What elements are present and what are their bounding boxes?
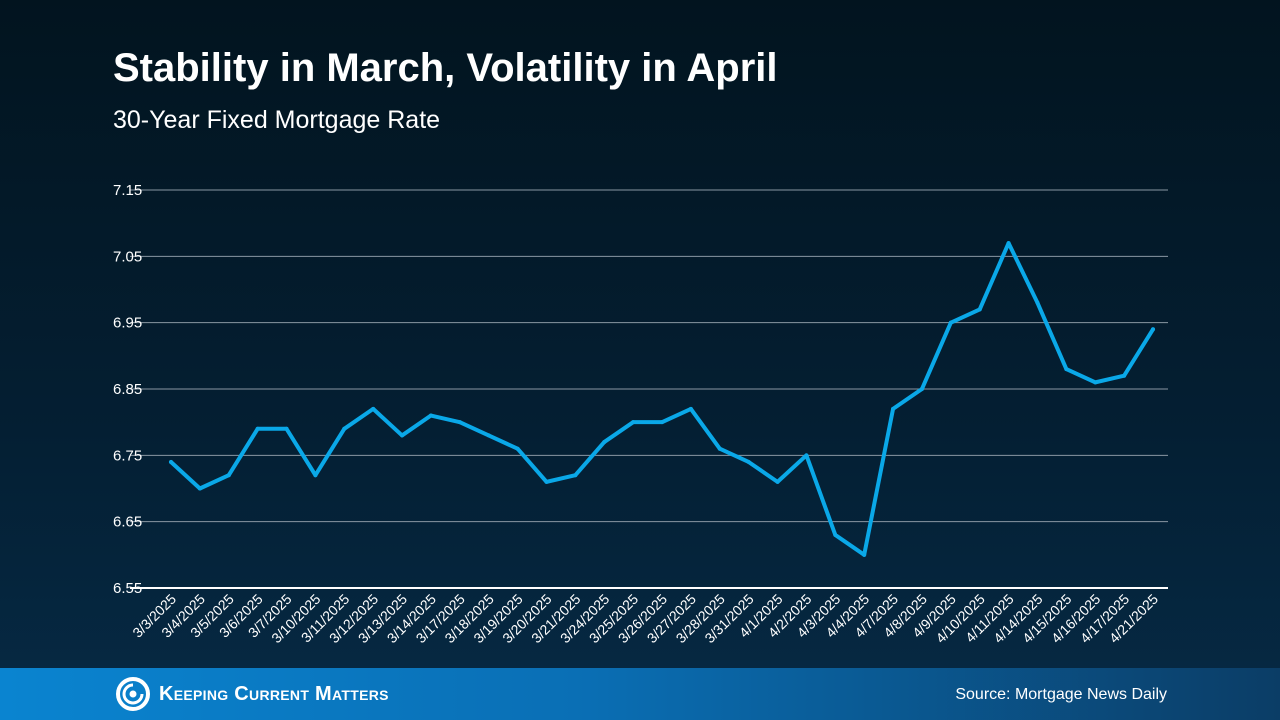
data-point	[284, 426, 289, 431]
data-point	[919, 387, 924, 391]
data-point	[313, 473, 318, 478]
y-tick-label: 6.65	[113, 514, 142, 531]
data-point	[573, 473, 578, 478]
data-point	[948, 320, 953, 325]
data-point	[400, 433, 405, 438]
data-point	[515, 446, 520, 451]
data-point	[804, 453, 809, 458]
logo-text: Keeping Current Matters	[159, 682, 389, 705]
data-point	[1093, 380, 1098, 385]
data-point	[1006, 241, 1011, 246]
data-point	[169, 459, 173, 464]
data-point	[457, 420, 462, 425]
chart-title: Stability in March, Volatility in April	[113, 46, 778, 90]
data-point	[891, 406, 896, 411]
data-point	[371, 406, 376, 411]
y-tick-label: 6.55	[113, 580, 142, 597]
data-point	[1122, 373, 1127, 378]
data-point	[775, 479, 780, 484]
kcm-logo: Keeping Current Matters	[115, 676, 389, 712]
data-point	[1151, 327, 1155, 332]
data-point	[688, 406, 693, 411]
data-point	[746, 459, 751, 464]
data-point	[486, 433, 491, 438]
y-tick-label: 7.15	[113, 182, 142, 199]
series-line	[169, 241, 1155, 557]
y-tick-label: 6.95	[113, 315, 142, 332]
data-point	[428, 413, 433, 418]
y-tick-label: 6.75	[113, 447, 142, 464]
data-point	[1064, 367, 1069, 372]
data-point	[544, 479, 549, 484]
source-note: Source: Mortgage News Daily	[955, 686, 1167, 703]
data-point	[342, 426, 347, 431]
data-point	[631, 420, 636, 425]
footer-bar: Keeping Current Matters Source: Mortgage…	[0, 668, 1280, 720]
chart-subtitle: 30-Year Fixed Mortgage Rate	[113, 106, 441, 134]
y-tick-label: 7.05	[113, 248, 142, 265]
y-tick-label: 6.85	[113, 381, 142, 398]
data-point	[660, 420, 664, 425]
data-point	[226, 473, 231, 478]
line-chart: 6.556.656.756.856.957.057.153/3/20253/4/…	[113, 182, 1168, 597]
data-point	[977, 307, 982, 312]
data-point	[602, 440, 607, 445]
data-point	[717, 446, 722, 451]
data-point	[833, 532, 838, 537]
data-point	[1035, 300, 1040, 305]
swirl-logo-icon	[116, 677, 150, 711]
data-point	[862, 552, 867, 557]
data-point	[197, 486, 202, 491]
data-point	[255, 426, 260, 431]
